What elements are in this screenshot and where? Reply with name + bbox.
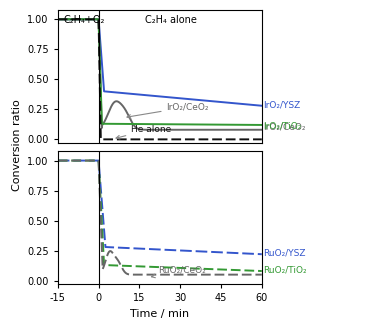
Text: IrO₂/CeO₂: IrO₂/CeO₂ <box>263 123 306 132</box>
Text: RuO₂/TiO₂: RuO₂/TiO₂ <box>263 265 307 274</box>
Text: C₂H₄+O₂: C₂H₄+O₂ <box>64 15 105 25</box>
Text: RuO₂/CeO₂: RuO₂/CeO₂ <box>151 265 206 278</box>
Text: IrO₂/YSZ: IrO₂/YSZ <box>263 100 300 109</box>
Text: Conversion ratio: Conversion ratio <box>12 99 22 191</box>
Text: C₂H₄ alone: C₂H₄ alone <box>146 15 198 25</box>
Text: IrO₂/CeO₂: IrO₂/CeO₂ <box>127 102 209 118</box>
Text: RuO₂/YSZ: RuO₂/YSZ <box>263 248 306 257</box>
X-axis label: Time / min: Time / min <box>130 309 189 319</box>
Text: He alone: He alone <box>116 125 171 139</box>
Text: IrO₂/TiO₂: IrO₂/TiO₂ <box>263 122 301 131</box>
